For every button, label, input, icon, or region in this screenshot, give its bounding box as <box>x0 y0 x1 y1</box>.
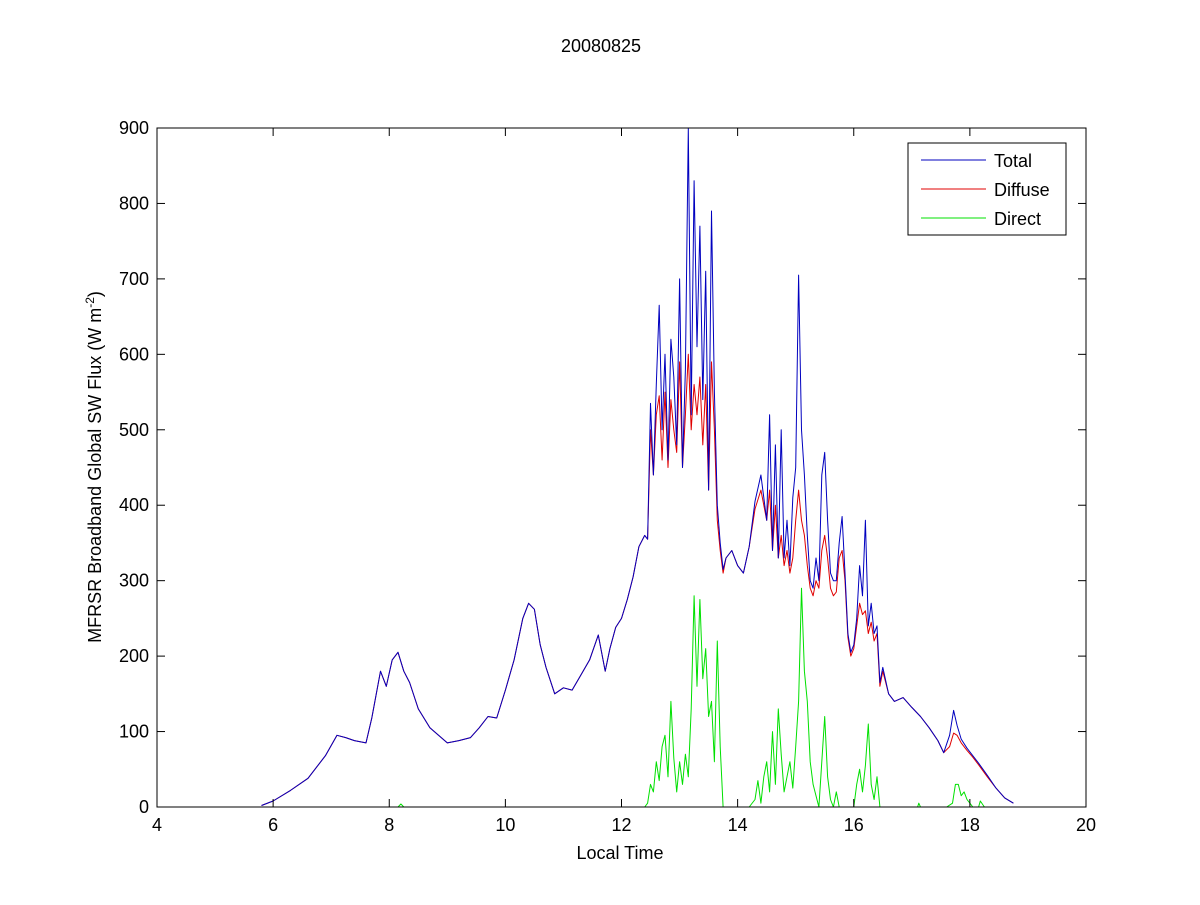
x-tick-label: 16 <box>844 815 864 835</box>
x-axis-label: Local Time <box>576 843 663 863</box>
x-tick-label: 18 <box>960 815 980 835</box>
series-line-total <box>261 127 1014 806</box>
y-tick-label: 500 <box>119 420 149 440</box>
x-tick-label: 10 <box>495 815 515 835</box>
axis-layer: 4 6 8 10 12 14 16 18 200100200300400500600700800… <box>119 118 1096 835</box>
legend: Total Diffuse Direct <box>907 142 1067 236</box>
x-tick-label: 14 <box>728 815 748 835</box>
y-tick-label: 600 <box>119 344 149 364</box>
y-tick-label: 900 <box>119 118 149 138</box>
legend-label-total: Total <box>994 151 1032 171</box>
y-tick-label: 400 <box>119 495 149 515</box>
legend-label-direct: Direct <box>994 209 1041 229</box>
x-tick-label: 8 <box>384 815 394 835</box>
y-axis-label-superscript: -2 <box>83 297 97 308</box>
y-tick-label: 700 <box>119 269 149 289</box>
y-axis-label-main: MFRSR Broadband Global SW Flux (W m <box>85 308 105 643</box>
x-tick-label: 4 <box>152 815 162 835</box>
plot-area <box>157 128 1086 807</box>
y-tick-label: 100 <box>119 722 149 742</box>
y-axis-label: MFRSR Broadband Global SW Flux (W m-2) <box>83 291 105 643</box>
legend-label-diffuse: Diffuse <box>994 180 1050 200</box>
x-tick-label: 20 <box>1076 815 1096 835</box>
y-tick-label: 300 <box>119 571 149 591</box>
x-tick-label: 12 <box>611 815 631 835</box>
y-tick-label: 0 <box>139 797 149 817</box>
y-tick-label: 800 <box>119 193 149 213</box>
x-tick-label: 6 <box>268 815 278 835</box>
chart-title: 20080825 <box>561 36 641 56</box>
y-tick-label: 200 <box>119 646 149 666</box>
y-axis-label-tail: ) <box>85 291 105 297</box>
